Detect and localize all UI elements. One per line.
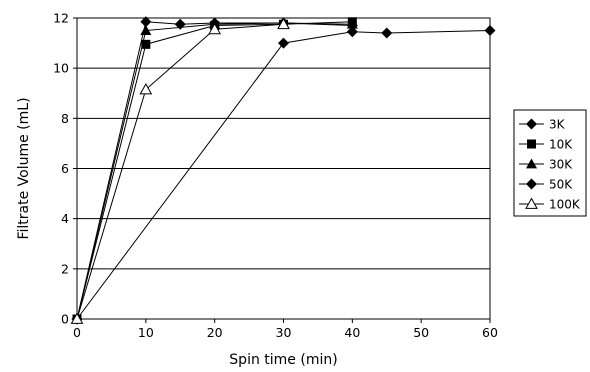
y-tick-label: 2 (61, 261, 69, 276)
y-tick-label: 0 (61, 312, 69, 327)
point-50k (174, 18, 186, 30)
series-line-10k (76, 21, 353, 320)
y-axis-title: Filtrate Volume (mL) (16, 97, 32, 239)
x-tick-label: 10 (138, 325, 154, 340)
x-tick-label: 0 (73, 325, 81, 340)
x-tick-label: 40 (344, 325, 360, 340)
x-axis-title: Spin time (min) (229, 352, 337, 368)
legend-marker (527, 139, 536, 149)
series-line-50k (76, 21, 353, 320)
point-50k (346, 20, 358, 32)
y-tick-label: 4 (61, 211, 69, 226)
axis-ticks: 0 2 4 6 8 10 12 0 10 20 30 40 50 60 (53, 11, 498, 341)
legend-item-3k: 3K (519, 118, 566, 132)
series-line-30k (76, 22, 353, 320)
point-100k (139, 82, 153, 95)
y-tick-label: 6 (61, 161, 69, 176)
legend-label: 50K (549, 178, 573, 192)
point-10k (141, 39, 151, 49)
legend-marker (526, 118, 537, 130)
y-tick-label: 12 (53, 11, 69, 26)
y-tick-label: 10 (53, 61, 69, 76)
x-tick-label: 30 (276, 325, 292, 340)
legend-label: 10K (549, 138, 573, 152)
y-tick-label: 8 (61, 111, 69, 126)
grid-lines (77, 17, 490, 270)
legend-box (513, 109, 587, 217)
series-50k (71, 16, 358, 325)
point-100k (70, 312, 84, 324)
legend-label: 100K (549, 198, 581, 212)
legend-marker (526, 158, 537, 169)
legend-label: 30K (549, 158, 573, 172)
x-tick-label: 20 (207, 325, 223, 340)
point-100k (277, 17, 290, 30)
point-50k (140, 16, 152, 28)
legend-item-50k: 50K (519, 178, 573, 192)
series-line-100k (76, 23, 284, 320)
point-100k (208, 22, 222, 35)
series-100k (70, 17, 290, 324)
legend-marker (526, 178, 537, 190)
legend-item-10k: 10K (519, 138, 573, 152)
legend-label: 3K (549, 118, 566, 132)
point-3k (278, 37, 289, 49)
legend-marker (525, 197, 538, 209)
series-group (70, 16, 496, 325)
x-tick-label: 50 (413, 325, 429, 340)
legend-item-30k: 30K (519, 158, 573, 172)
x-tick-label: 60 (482, 325, 498, 340)
point-3k (346, 26, 358, 38)
series-10k (72, 17, 357, 324)
point-3k (484, 25, 496, 37)
point-3k (381, 27, 393, 39)
legend: 3K 10K 30K 50K 100K (513, 109, 587, 217)
legend-item-100k: 100K (519, 197, 581, 212)
